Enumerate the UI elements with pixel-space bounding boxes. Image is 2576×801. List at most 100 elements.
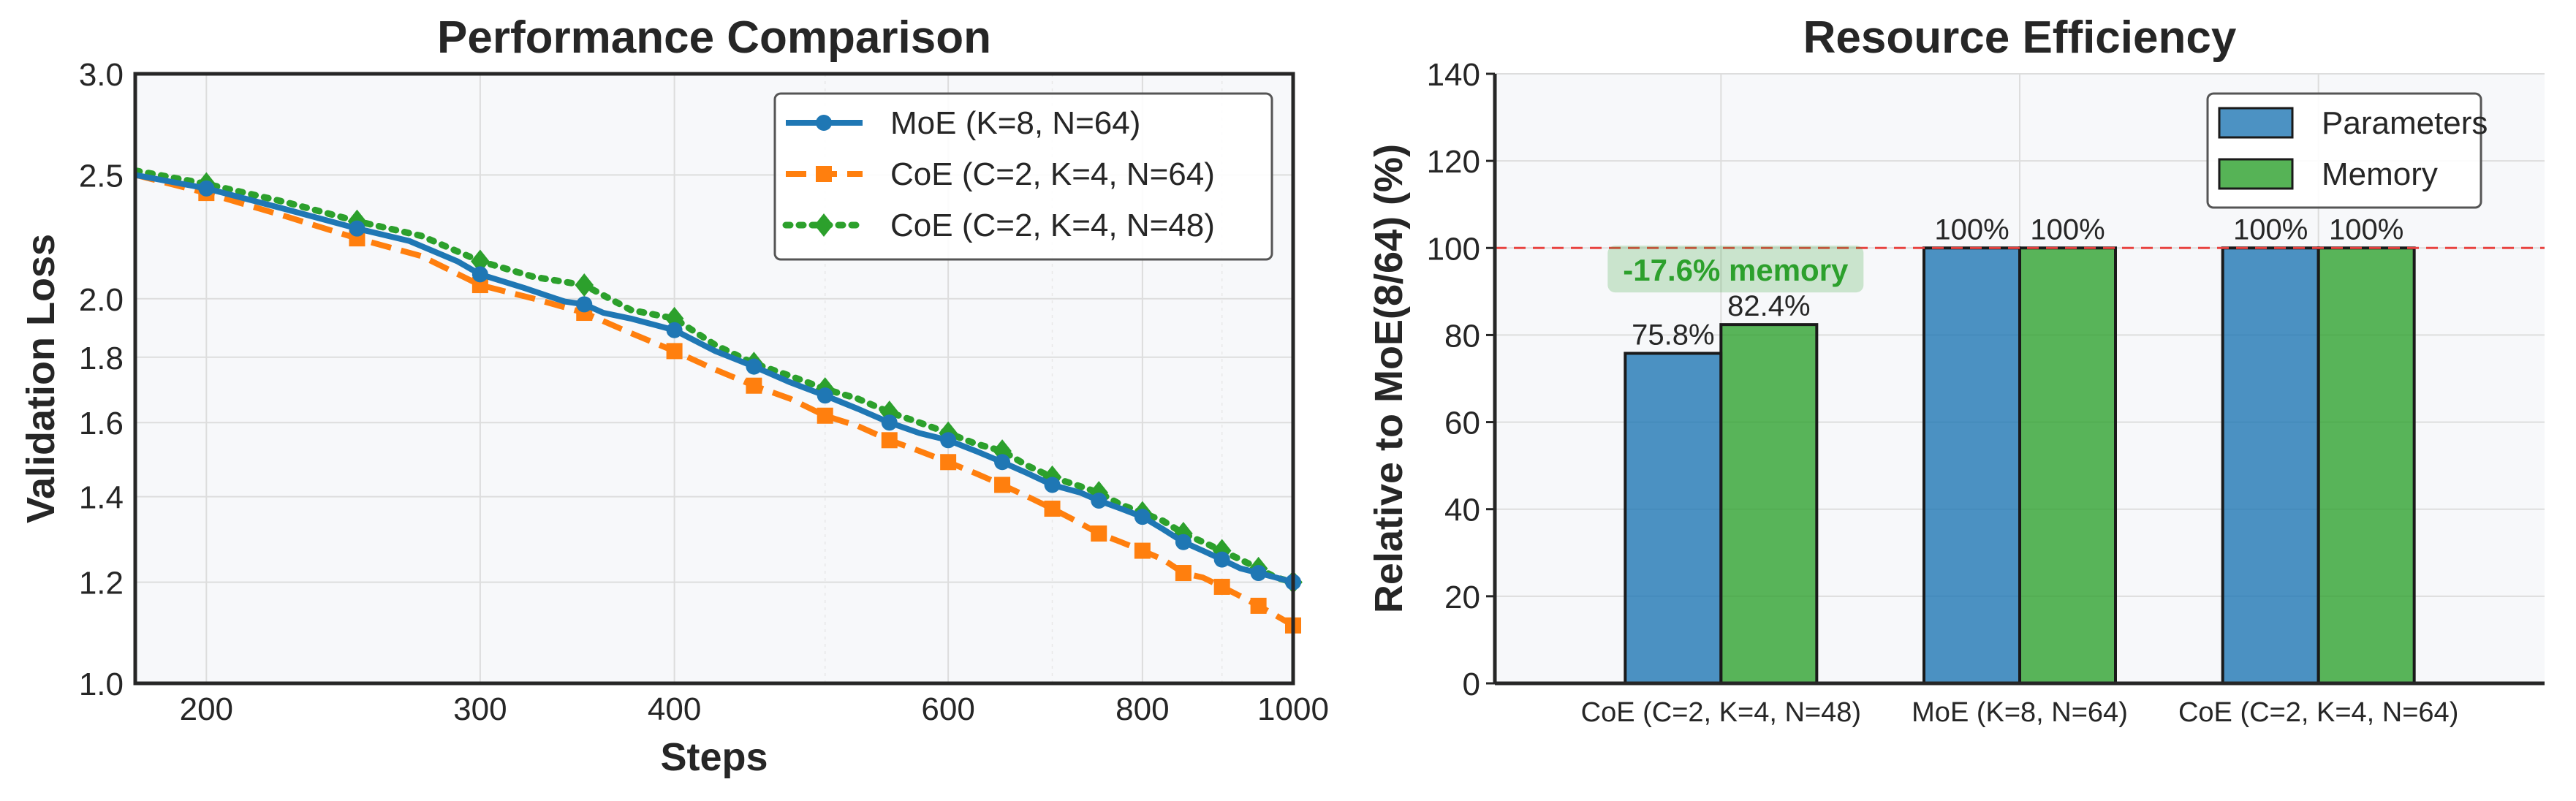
bar-chart: -17.6% memory 75.8% 100% 100% 82.4% 100% 100%… (1367, 12, 2545, 728)
bar-chart-annotation-text: -17.6% memory (1623, 253, 1849, 287)
bar-chart-y-tick-label: 120 (1427, 144, 1480, 180)
bar-chart-y-tick-label: 60 (1444, 406, 1480, 441)
legend-marker-coe-c2-k4-n64 (816, 166, 832, 182)
data-point-coe-c2-k4-n64 (881, 432, 898, 449)
bar-value-label-parameters: 100% (1934, 213, 2009, 246)
line-chart-x-tick-label: 200 (180, 691, 233, 727)
bar-chart-y-tick-label: 80 (1444, 318, 1480, 354)
line-chart-y-tick-label: 1.8 (79, 341, 124, 376)
bar-chart-category-label: CoE (C=2, K=4, N=48) (1581, 697, 1861, 728)
line-chart-x-tick-label: 300 (453, 691, 507, 727)
data-point-coe-c2-k4-n64 (1175, 565, 1192, 582)
line-chart-y-tick-label: 1.2 (79, 566, 124, 601)
data-point-moe-k8-n64 (940, 432, 957, 449)
line-chart-y-label: Validation Loss (19, 234, 63, 523)
data-point-moe-k8-n64 (1044, 477, 1061, 493)
line-chart-x-ticks: 200 300 400 600 800 1000 (180, 691, 1329, 727)
line-chart-y-tick-label: 1.6 (79, 406, 124, 441)
bar-parameters (1922, 246, 2021, 685)
data-point-coe-c2-k4-n48 (471, 249, 490, 273)
bar-chart-annotation: -17.6% memory (1607, 246, 1864, 293)
data-point-coe-c2-k4-n64 (1091, 525, 1107, 542)
legend-marker-coe-c2-k4-n48 (814, 213, 833, 237)
line-chart-x-tick-label: 600 (921, 691, 974, 727)
data-point-coe-c2-k4-n64 (1250, 597, 1267, 614)
legend-label-memory: Memory (2322, 156, 2438, 192)
data-point-moe-k8-n64 (1175, 534, 1192, 550)
data-point-moe-k8-n64 (576, 296, 593, 313)
line-chart-x-tick-label: 400 (648, 691, 701, 727)
bar-parameters (2221, 246, 2320, 685)
legend-swatch-memory (2218, 158, 2294, 190)
series-line-coe-c2-k4-n48 (135, 167, 1293, 586)
line-chart-y-ticks: 1.0 1.2 1.4 1.6 1.8 2.0 2.5 3.0 (79, 57, 124, 702)
line-chart-legend-items: MoE (K=8, N=64) CoE (C=2, K=4, N=64) CoE (… (782, 105, 1215, 243)
line-chart-x-tick-label: 800 (1115, 691, 1169, 727)
data-point-coe-c2-k4-n64 (1213, 578, 1230, 595)
data-point-moe-k8-n64 (1213, 551, 1230, 568)
line-chart-legend-box (773, 92, 1273, 261)
data-point-moe-k8-n64 (666, 322, 683, 338)
bar-chart-y-ticks: 0 20 40 60 80 100 120 140 (1427, 57, 1495, 702)
bar-chart-bars (1624, 246, 2416, 685)
bar-chart-annotation-box (1607, 246, 1864, 293)
bar-value-label-memory: 82.4% (1727, 290, 1810, 322)
line-chart-series-group (135, 167, 1303, 634)
data-point-moe-k8-n64 (881, 414, 898, 431)
bar-value-label-memory: 100% (2030, 213, 2105, 246)
data-point-moe-k8-n64 (994, 454, 1011, 471)
data-point-moe-k8-n64 (471, 266, 488, 283)
line-chart-x-tick-label: 1000 (1257, 691, 1329, 727)
data-point-coe-c2-k4-n64 (666, 343, 683, 360)
bar-value-label-parameters: 100% (2233, 213, 2308, 246)
bar-chart-legend-items: Parameters Memory (2218, 105, 2488, 192)
bar-value-label-memory: 100% (2329, 213, 2403, 246)
line-chart-y-tick-label: 3.0 (79, 57, 124, 93)
data-point-coe-c2-k4-n64 (994, 477, 1011, 493)
line-chart: 1.0 1.2 1.4 1.6 1.8 2.0 2.5 3.0 200 300 400 600 800… (19, 12, 1329, 779)
series-moe-k8-n64 (135, 172, 1301, 591)
bar-chart-y-tick-label: 40 (1444, 493, 1480, 528)
data-point-coe-c2-k4-n64 (940, 454, 957, 471)
legend-label-parameters: Parameters (2322, 105, 2488, 141)
line-chart-y-tick-label: 2.5 (79, 158, 124, 194)
data-point-moe-k8-n64 (746, 358, 762, 375)
line-chart-y-tick-label: 1.0 (79, 667, 124, 702)
bar-chart-y-tick-label: 0 (1463, 667, 1480, 702)
data-point-moe-k8-n64 (1134, 509, 1151, 525)
data-point-moe-k8-n64 (349, 220, 365, 237)
legend-marker-moe-k8-n64 (816, 115, 832, 131)
bar-memory (1719, 323, 1819, 685)
data-point-coe-c2-k4-n64 (1134, 542, 1151, 559)
bar-chart-x-ticks: CoE (C=2, K=4, N=48) MoE (K=8, N=64) CoE (… (1581, 697, 2459, 728)
data-point-moe-k8-n64 (1091, 493, 1107, 509)
data-point-coe-c2-k4-n64 (746, 377, 762, 394)
bar-chart-category-label: CoE (C=2, K=4, N=64) (2178, 697, 2458, 728)
series-clip-coe-c2-k4-n64 (135, 172, 1293, 629)
legend-swatch-parameters (2218, 107, 2294, 139)
data-point-moe-k8-n64 (817, 387, 833, 404)
data-point-coe-c2-k4-n48 (575, 273, 594, 297)
bar-parameters (1624, 352, 1723, 685)
bar-chart-legend: Parameters Memory (2206, 92, 2488, 209)
bar-memory (2316, 246, 2416, 685)
line-chart-legend: MoE (K=8, N=64) CoE (C=2, K=4, N=64) CoE (… (773, 92, 1273, 261)
legend-label-coe-c2-k4-n48: CoE (C=2, K=4, N=48) (890, 208, 1215, 243)
series-clip-coe-c2-k4-n48 (135, 167, 1293, 586)
legend-label-coe-c2-k4-n64: CoE (C=2, K=4, N=64) (890, 156, 1215, 192)
bar-chart-value-labels: 75.8% 100% 100% 82.4% 100% 100% (1632, 213, 2403, 351)
bar-memory (2018, 246, 2117, 685)
series-line-coe-c2-k4-n64 (135, 172, 1293, 629)
bar-chart-title: Resource Efficiency (1803, 12, 2237, 63)
bar-chart-y-tick-label: 140 (1427, 57, 1480, 93)
line-chart-title: Performance Comparison (437, 12, 991, 63)
bar-chart-y-tick-label: 20 (1444, 580, 1480, 615)
data-point-moe-k8-n64 (198, 180, 215, 197)
line-chart-y-tick-label: 1.4 (79, 480, 124, 516)
bar-chart-y-tick-label: 100 (1427, 231, 1480, 267)
data-point-moe-k8-n64 (1250, 565, 1267, 582)
line-chart-y-tick-label: 2.0 (79, 282, 124, 318)
bar-value-label-parameters: 75.8% (1632, 319, 1714, 351)
data-point-coe-c2-k4-n64 (817, 407, 833, 424)
